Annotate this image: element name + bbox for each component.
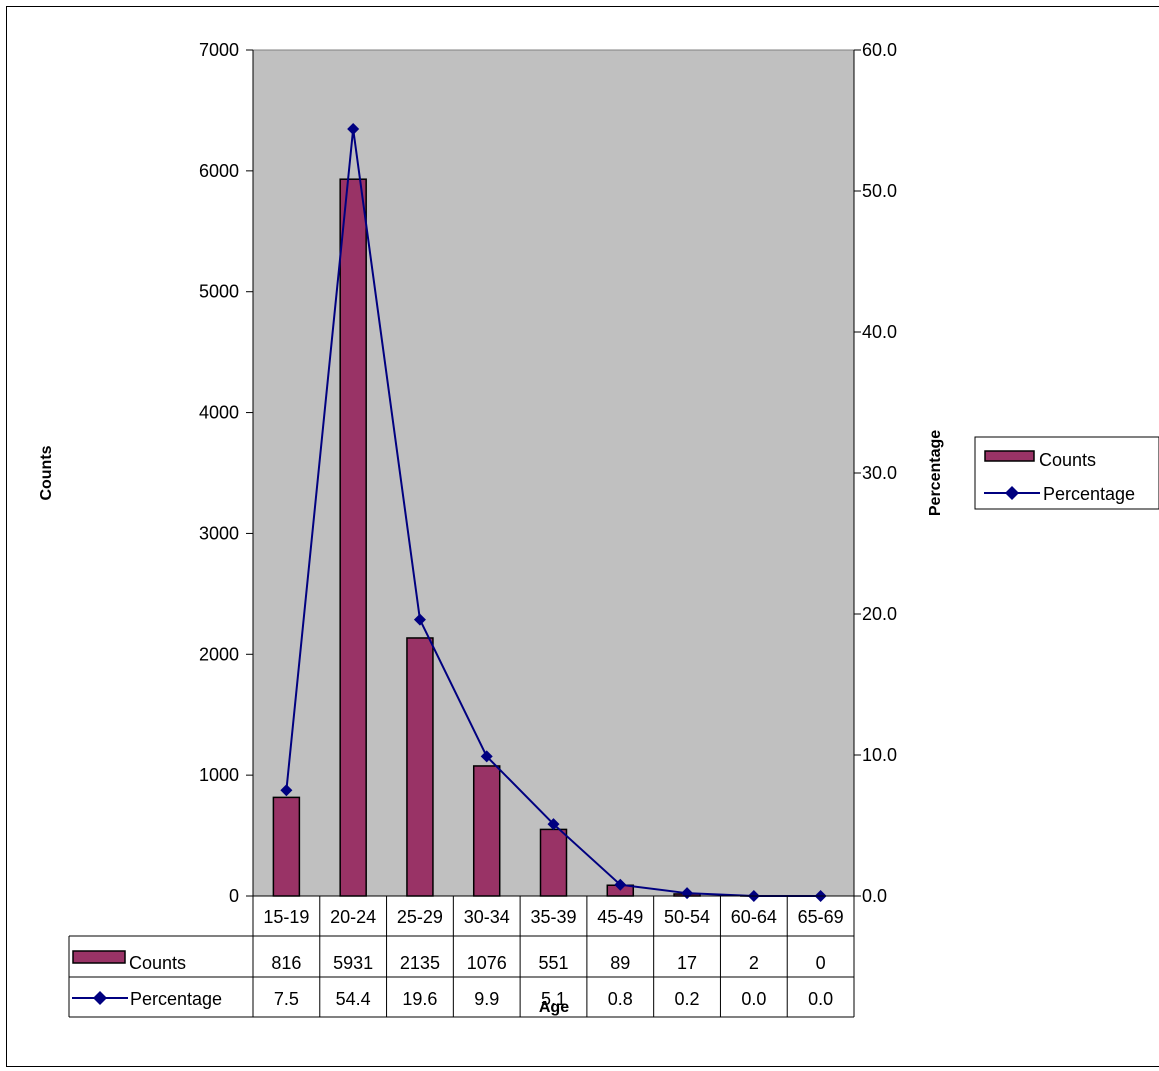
table-cell-percentage: 7.5 [274, 989, 299, 1009]
table-cell-counts: 5931 [333, 953, 373, 973]
table-cell-percentage: 54.4 [336, 989, 371, 1009]
y2-tick-label: 50.0 [862, 181, 897, 201]
table-cell-percentage: 0.8 [608, 989, 633, 1009]
legend-box [974, 436, 1159, 510]
table-row-header-percentage: Percentage [130, 989, 222, 1009]
y-axis-title: Counts [38, 445, 55, 500]
bar-25-29 [406, 637, 434, 897]
y2-tick-label: 0.0 [862, 886, 887, 906]
table-cell-counts: 2135 [400, 953, 440, 973]
bar-30-34 [472, 765, 501, 897]
legend-swatch-counts [984, 450, 1035, 462]
table-cell-percentage: 9.9 [474, 989, 499, 1009]
x-tick-label: 15-19 [263, 907, 309, 927]
y2-tick-label: 60.0 [862, 40, 897, 60]
bar-15-19 [272, 796, 301, 897]
percentage-point-25-29 [413, 613, 426, 626]
x-tick-label: 60-64 [731, 907, 777, 927]
y2-tick-label: 40.0 [862, 322, 897, 342]
percentage-point-30-34 [480, 750, 493, 763]
y-tick-label: 0 [229, 886, 239, 906]
legend-label-percentage: Percentage [1043, 484, 1135, 504]
percentage-point-45-49 [614, 878, 627, 891]
y-tick-label: 2000 [199, 644, 239, 664]
table-cell-percentage: 19.6 [402, 989, 437, 1009]
x-tick-label: 35-39 [530, 907, 576, 927]
percentage-point-20-24 [347, 122, 360, 135]
y-tick-label: 5000 [199, 282, 239, 302]
y-tick-label: 6000 [199, 161, 239, 181]
legend-marker-percentage [1005, 486, 1019, 500]
legend: Counts Percentage [974, 436, 1159, 510]
table-cell-counts: 0 [816, 953, 826, 973]
x-tick-label: 50-54 [664, 907, 710, 927]
y-tick-label: 3000 [199, 523, 239, 543]
x-tick-label: 20-24 [330, 907, 376, 927]
table-row-header-counts: Counts [129, 953, 186, 973]
x-axis-title: Age [539, 999, 569, 1016]
x-tick-label: 30-34 [464, 907, 510, 927]
x-tick-label: 25-29 [397, 907, 443, 927]
y-tick-label: 4000 [199, 403, 239, 423]
table-cell-counts: 89 [610, 953, 630, 973]
table-cell-counts: 1076 [467, 953, 507, 973]
legend-label-counts: Counts [1039, 450, 1096, 470]
table-key-counts [72, 950, 126, 964]
table-cell-percentage: 5.1 [541, 989, 566, 1009]
table-cell-percentage: 0.0 [808, 989, 833, 1009]
y2-tick-label: 20.0 [862, 604, 897, 624]
chart-border [6, 6, 1159, 1067]
table-cell-percentage: 0.0 [741, 989, 766, 1009]
table-cell-counts: 551 [538, 953, 568, 973]
percentage-point-15-19 [280, 784, 293, 797]
table-key-marker-percentage [93, 991, 107, 1005]
table-cell-percentage: 0.2 [675, 989, 700, 1009]
x-tick-label: 65-69 [798, 907, 844, 927]
y2-axis-title: Percentage [927, 430, 944, 516]
bar-35-39 [539, 828, 568, 897]
bar-20-24 [339, 178, 367, 897]
y-tick-label: 7000 [199, 40, 239, 60]
x-tick-label: 45-49 [597, 907, 643, 927]
table-cell-counts: 17 [677, 953, 697, 973]
table-cell-counts: 2 [749, 953, 759, 973]
y2-tick-label: 10.0 [862, 745, 897, 765]
y-tick-label: 1000 [199, 765, 239, 785]
table-cell-counts: 816 [271, 953, 301, 973]
y2-tick-label: 30.0 [862, 463, 897, 483]
percentage-point-35-39 [547, 818, 560, 831]
